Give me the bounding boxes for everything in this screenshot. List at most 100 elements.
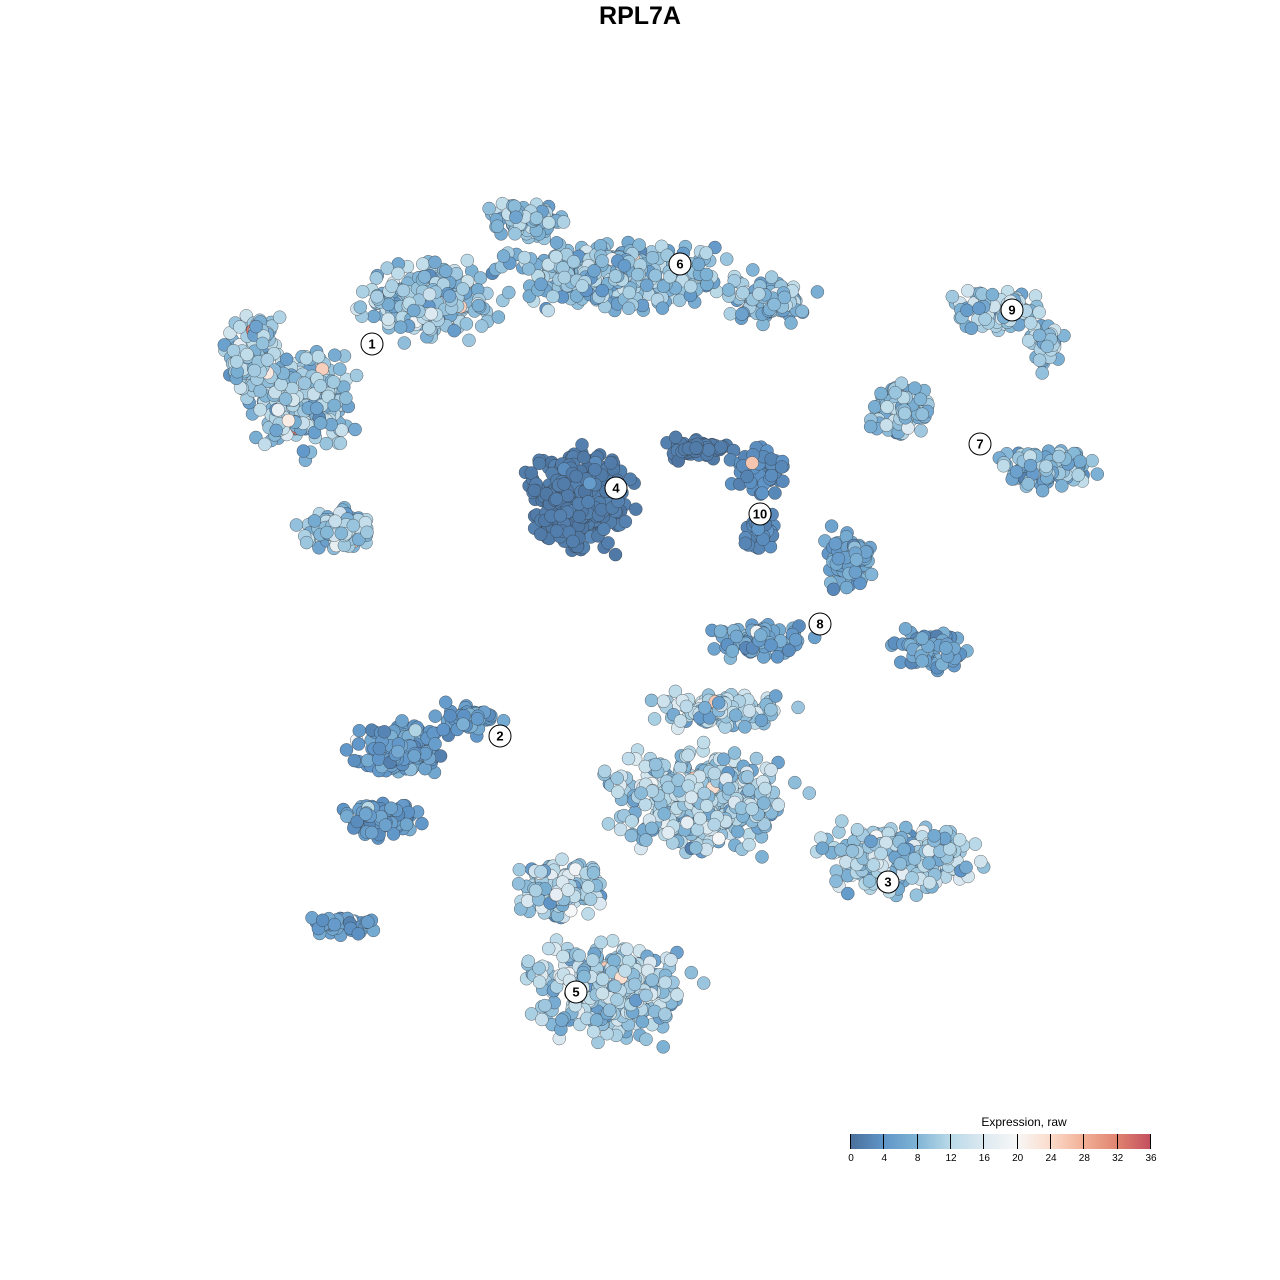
- cell-point-cluster-2: [438, 695, 453, 710]
- cell-point-cluster-4: [572, 509, 586, 524]
- cell-point-cluster-6: [496, 249, 511, 263]
- cell-point-cluster-3: [834, 843, 848, 857]
- cell-point-cluster-7: [1073, 454, 1087, 469]
- cell-point-cluster-1: [289, 518, 304, 532]
- cell-point-cluster-5: [581, 880, 595, 894]
- cell-point-cluster-3: [771, 798, 786, 812]
- cell-point-cluster-6: [764, 270, 779, 284]
- cell-point-cluster-1: [319, 436, 334, 451]
- cell-point-cluster-2: [408, 723, 423, 738]
- cell-point-cluster-3: [689, 841, 703, 855]
- cell-point-cluster-3: [645, 784, 659, 798]
- cell-point-cluster-2: [351, 737, 366, 751]
- cell-point-cluster-9: [1032, 328, 1047, 343]
- cell-point-cluster-8: [915, 631, 930, 645]
- cell-point-cluster-3: [909, 888, 924, 902]
- cell-point-cluster-5: [511, 876, 526, 891]
- cell-point-cluster-5: [532, 975, 547, 989]
- cell-point-cluster-8: [898, 621, 913, 636]
- cell-point-cluster-5: [664, 953, 678, 967]
- cell-point-cluster-1: [240, 347, 254, 362]
- cell-point-cluster-2: [428, 709, 442, 723]
- cell-point-cluster-1: [310, 401, 324, 416]
- cell-point-cluster-3: [698, 701, 712, 715]
- cell-point-cluster-8: [713, 624, 728, 638]
- cell-point-cluster-4: [629, 502, 643, 516]
- cell-point-cluster-3: [749, 751, 764, 766]
- cell-point-cluster-3: [648, 757, 663, 772]
- cell-point-cluster-6: [509, 210, 523, 224]
- cell-point-cluster-6: [784, 316, 798, 330]
- cell-point-cluster-3: [864, 834, 878, 849]
- cell-point-cluster-3: [905, 871, 919, 885]
- cell-point-cluster-8: [729, 629, 744, 644]
- cell-point-cluster-9: [945, 289, 960, 304]
- cell-point-cluster-6: [502, 285, 516, 300]
- cell-point-cluster-8: [764, 638, 778, 652]
- cell-point-cluster-6: [556, 215, 571, 229]
- cell-point-cluster-6: [541, 303, 555, 318]
- cell-point-cluster-5: [528, 883, 543, 898]
- cell-point-cluster-7: [874, 386, 888, 401]
- cell-point-cluster-1: [278, 392, 293, 406]
- cell-point-cluster-3: [679, 699, 694, 714]
- cell-point-cluster-2: [315, 913, 330, 928]
- cell-point-cluster-3: [639, 833, 653, 847]
- cell-point-cluster-3: [897, 842, 911, 857]
- cell-point-cluster-7: [898, 406, 912, 421]
- cell-point-cluster-7: [913, 392, 928, 406]
- cell-point-cluster-6: [719, 252, 734, 266]
- cell-point-cluster-6: [608, 269, 623, 283]
- cell-point-cluster-2: [352, 723, 367, 738]
- cell-point-cluster-3: [755, 850, 769, 864]
- cell-point-cluster-7: [1055, 479, 1069, 493]
- cell-point-cluster-1: [397, 336, 412, 350]
- cell-point-cluster-7: [863, 419, 878, 434]
- cell-point-cluster-1: [416, 257, 430, 271]
- cell-point-cluster-1: [391, 266, 405, 281]
- cell-point-cluster-6: [549, 249, 563, 264]
- cell-point-cluster-5: [594, 935, 608, 950]
- cell-point-cluster-5: [618, 964, 632, 978]
- cell-point-cluster-1: [258, 437, 272, 452]
- cell-point-cluster-1: [460, 253, 475, 268]
- cell-point-cluster-9: [960, 303, 974, 318]
- cell-point-cluster-3: [610, 771, 624, 786]
- cell-point-cluster-1: [296, 444, 311, 458]
- cell-point-cluster-4: [566, 534, 580, 549]
- cell-point-cluster-6: [529, 211, 544, 225]
- cell-point-cluster-1: [369, 271, 384, 285]
- cell-point-cluster-3: [802, 786, 817, 800]
- cell-point-cluster-9: [972, 301, 986, 316]
- cell-point-cluster-3: [829, 874, 843, 888]
- cell-point-cluster-3: [841, 886, 855, 901]
- cell-point-cluster-4: [701, 443, 716, 457]
- cell-point-cluster-1: [417, 270, 432, 284]
- cell-point-cluster-1: [422, 321, 436, 335]
- cell-point-cluster-3: [728, 708, 743, 722]
- cell-point-cluster-8: [770, 650, 785, 664]
- cell-point-cluster-3: [907, 852, 922, 866]
- cell-point-cluster-6: [534, 277, 548, 291]
- cell-point-cluster-5: [534, 865, 548, 879]
- cell-point-cluster-3: [740, 770, 755, 784]
- cell-point-cluster-3: [684, 790, 699, 805]
- cell-point-cluster-7: [1085, 453, 1099, 468]
- cell-point-cluster-3: [754, 713, 769, 728]
- cell-point-cluster-1: [385, 279, 399, 293]
- cell-point-cluster-5: [658, 1007, 672, 1021]
- cell-point-cluster-3: [815, 841, 830, 855]
- cell-point-cluster-6: [508, 227, 522, 241]
- cell-point-cluster-3: [597, 764, 612, 779]
- cell-point-cluster-5: [670, 988, 684, 1002]
- cell-point-cluster-4: [618, 514, 633, 529]
- cell-point-cluster-6: [557, 270, 572, 285]
- cell-point-cluster-3: [625, 814, 639, 828]
- cell-point-cluster-2: [377, 725, 392, 739]
- cell-point-cluster-4: [577, 450, 591, 465]
- cell-point-cluster-1: [307, 514, 322, 528]
- cell-point-cluster-3: [634, 786, 648, 800]
- cell-point-cluster-1: [407, 303, 421, 318]
- cell-point-cluster-5: [595, 972, 610, 986]
- cell-point-cluster-2: [372, 741, 387, 756]
